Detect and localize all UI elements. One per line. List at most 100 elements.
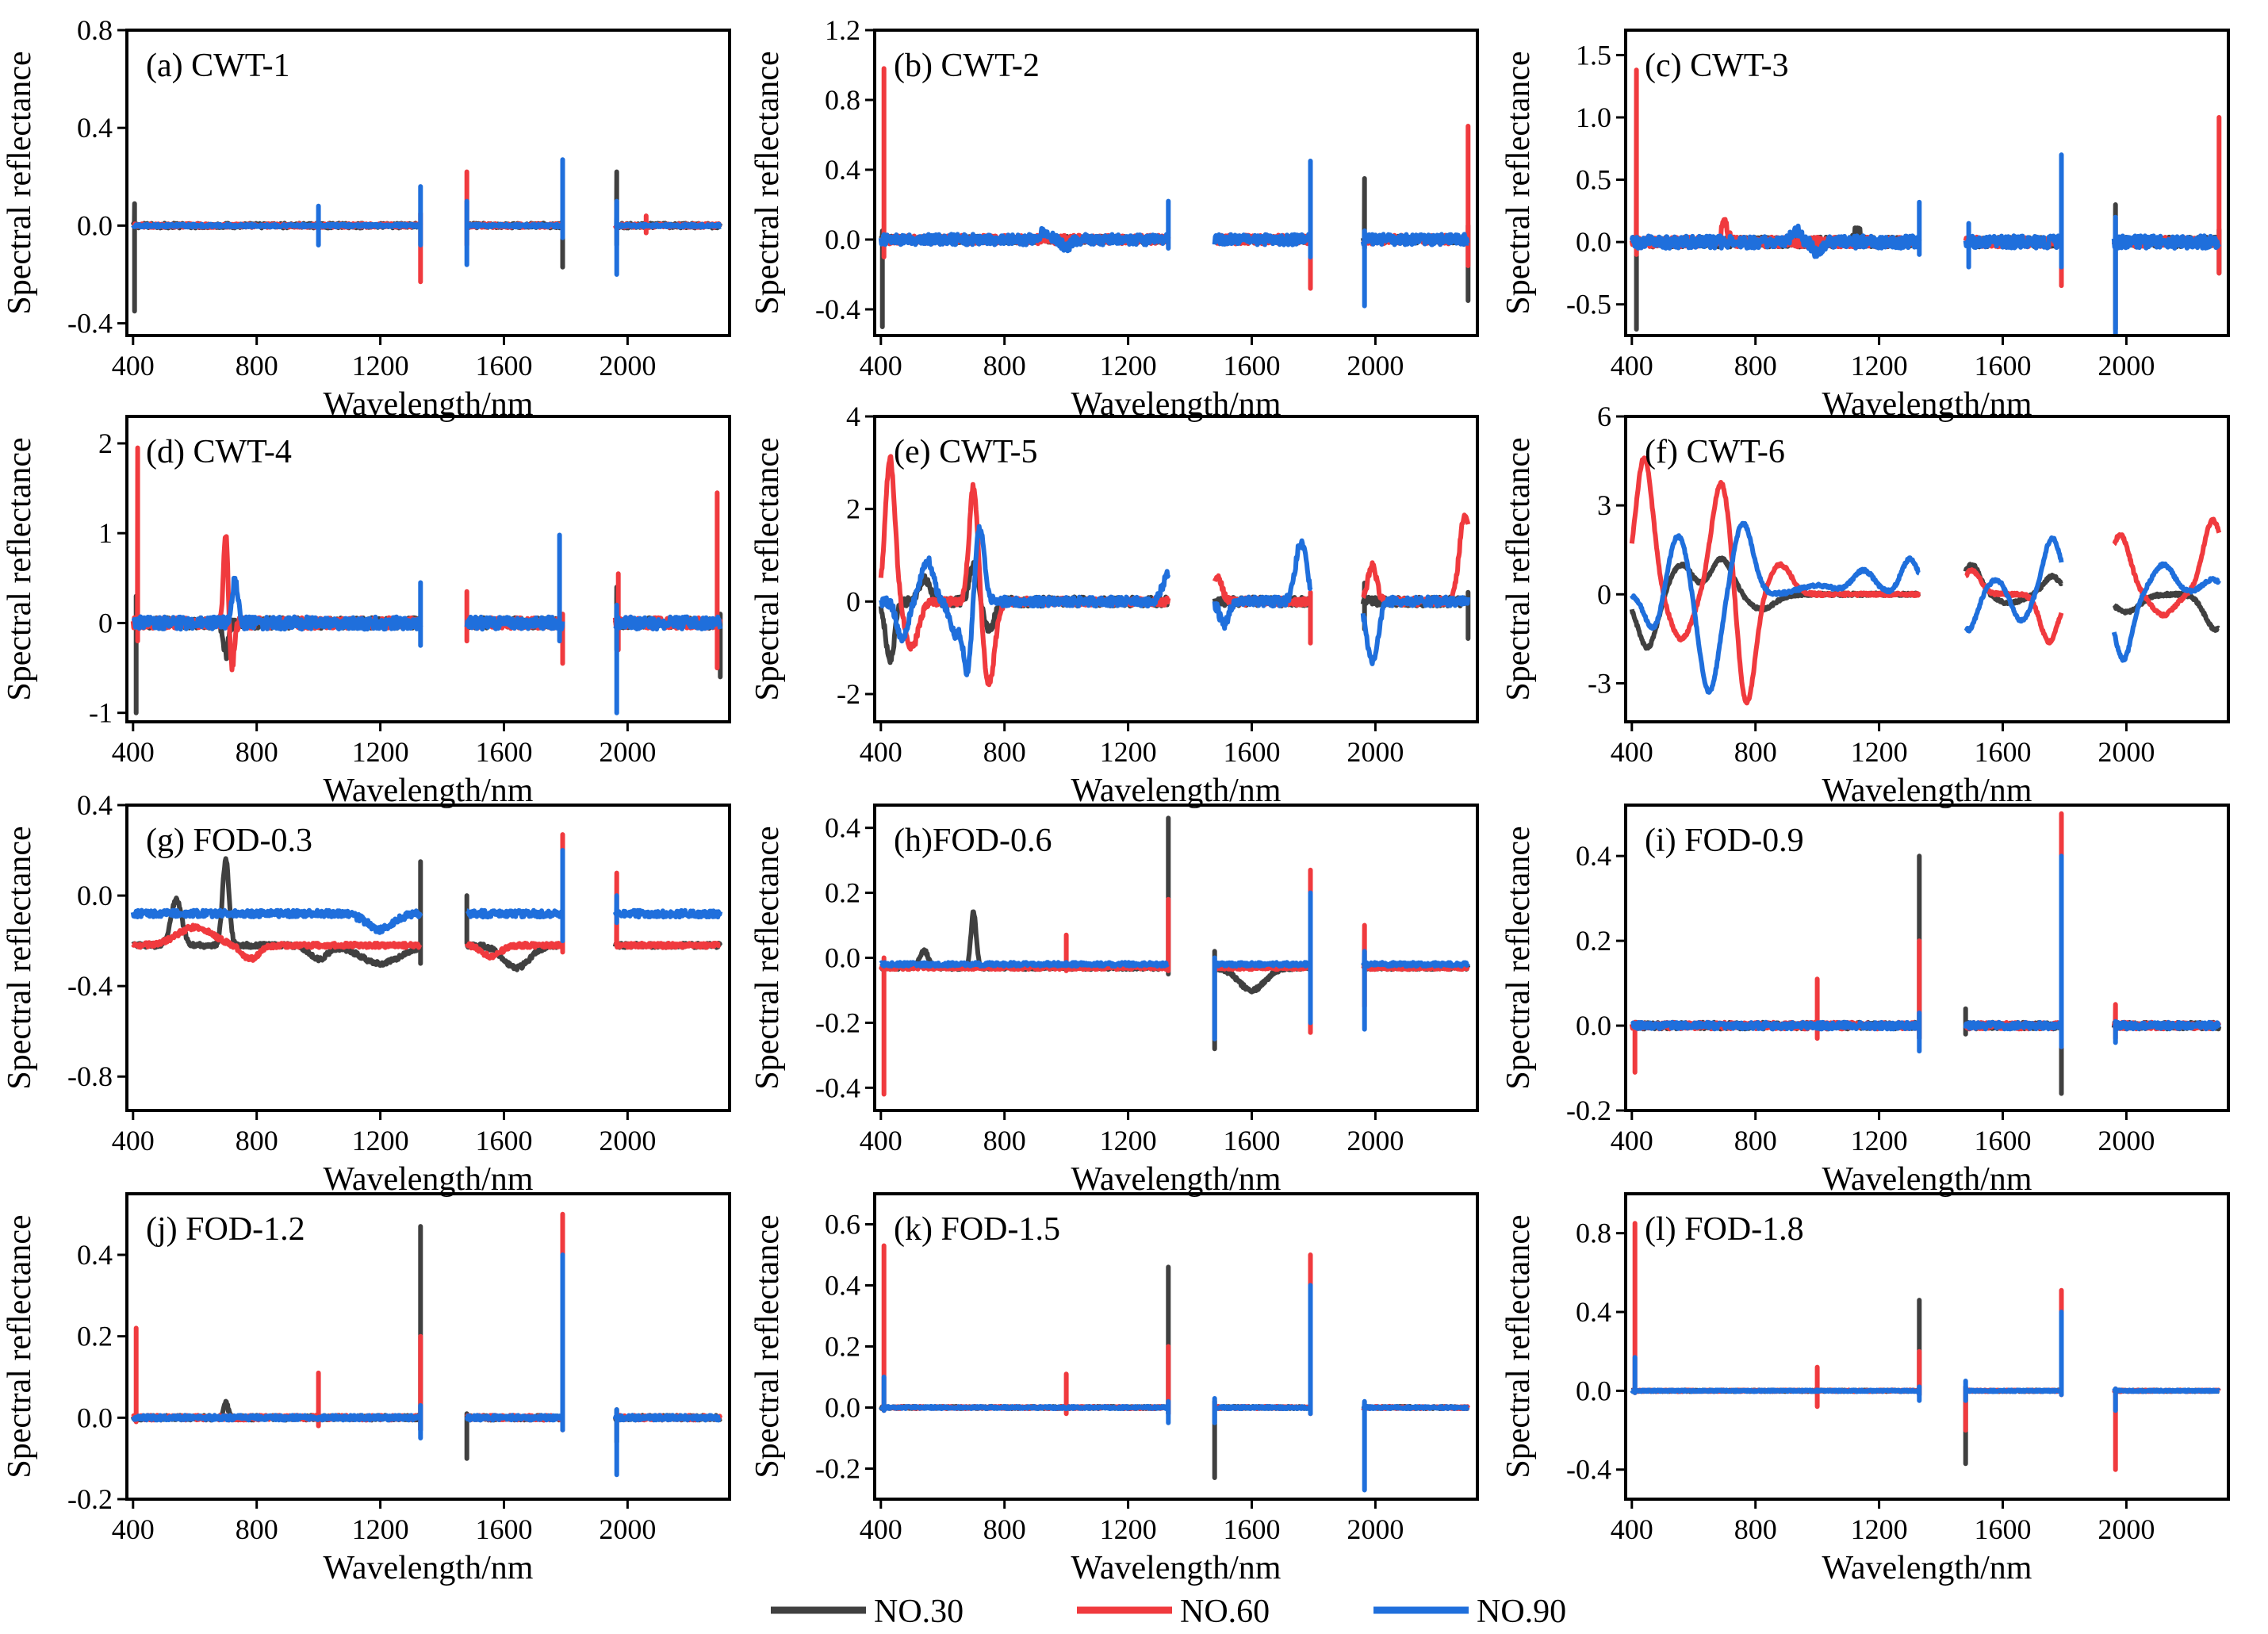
- x-tick-label: 1600: [475, 1513, 532, 1545]
- y-tick-label: 0.0: [1576, 1010, 1611, 1041]
- y-tick-label: 0.0: [77, 209, 113, 241]
- y-tick-label: 0.2: [77, 1321, 113, 1352]
- y-tick-label: 0.0: [1576, 226, 1611, 258]
- panels: 400 800 1200 1600 2000 -0.4 0.0 0.4 0.8 (a) CWT-1…: [2, 14, 2230, 1586]
- x-axis-label: Wavelength/nm: [324, 1161, 534, 1198]
- y-tick-label: 2: [98, 428, 113, 459]
- legend-item-no30: NO.30: [771, 1594, 964, 1630]
- series-line-no90: [131, 1252, 722, 1478]
- y-tick-label: -2: [837, 678, 860, 710]
- plot-area: [879, 1243, 1470, 1493]
- plot-frame: [1624, 1192, 2230, 1501]
- x-tick-label: 800: [983, 1125, 1026, 1156]
- legend-item-no90: NO.90: [1373, 1594, 1566, 1630]
- series-line-no60: [1630, 1221, 2221, 1472]
- y-tick-label: 1: [98, 517, 113, 549]
- x-tick-label: 1200: [1100, 1125, 1157, 1156]
- x-tick-label: 400: [1611, 350, 1653, 382]
- y-tick-label: 0.4: [77, 1239, 113, 1271]
- panel-1: 400 800 1200 1600 2000 -0.4 0.0 0.4 0.8 1.2 (b) CW…: [749, 14, 1479, 423]
- panel-title: (k) FOD-1.5: [894, 1211, 1060, 1248]
- y-tick-label: 0.4: [825, 812, 860, 844]
- plot-area: [130, 445, 723, 715]
- x-tick-label: 400: [860, 1513, 902, 1545]
- y-tick-label: 0.4: [1576, 840, 1611, 872]
- series-line-no90: [879, 890, 1470, 1041]
- series-line-no60: [878, 66, 1471, 291]
- y-tick-label: 0.2: [825, 1331, 860, 1363]
- x-tick-label: 2000: [2098, 1513, 2155, 1545]
- y-axis-label: Spectral reflectance: [1500, 826, 1537, 1089]
- series-line-no30: [130, 1224, 722, 1461]
- x-tick-label: 2000: [1347, 1125, 1404, 1156]
- panel-7: 400 800 1200 1600 2000 -0.4 -0.2 0.0 0.2 0.4 (h)FO…: [749, 804, 1479, 1198]
- x-tick-label: 400: [860, 736, 902, 768]
- x-axis-label: Wavelength/nm: [324, 1550, 534, 1586]
- x-tick-label: 800: [236, 350, 278, 382]
- y-tick-label: 0.8: [77, 14, 113, 46]
- y-axis-label: Spectral reflectance: [1500, 51, 1537, 314]
- y-tick-label: 0.5: [1576, 164, 1611, 196]
- x-tick-label: 800: [236, 1125, 278, 1156]
- y-tick-label: 0.4: [825, 1270, 860, 1302]
- x-axis-label: Wavelength/nm: [1071, 773, 1281, 809]
- series-line-no60: [879, 1243, 1470, 1417]
- panel-title: (a) CWT-1: [146, 48, 290, 84]
- x-tick-label: 2000: [1347, 1513, 1404, 1545]
- y-tick-label: 2: [846, 493, 860, 525]
- series-line-no90: [1630, 1310, 2221, 1413]
- plot-area: [878, 454, 1471, 688]
- y-tick-label: -0.4: [815, 293, 860, 325]
- plot-frame: [125, 1192, 731, 1501]
- plot-frame: [1624, 29, 2230, 337]
- series-line-no60: [879, 867, 1470, 1097]
- plot-area: [1629, 455, 2222, 706]
- x-tick-label: 800: [1734, 1125, 1777, 1156]
- x-axis-label: Wavelength/nm: [1822, 773, 2032, 809]
- panel-4: 400 800 1200 1600 2000 -2 0 2 4 (e) CWT-5 Waveleng…: [749, 401, 1479, 809]
- panel-9: 400 800 1200 1600 2000 -0.2 0.0 0.2 0.4 (j) FOD-1…: [2, 1192, 731, 1586]
- series-line-no90: [1630, 520, 2221, 695]
- y-tick-label: 0.2: [825, 877, 860, 909]
- x-tick-label: 800: [1734, 736, 1777, 768]
- legend-label: NO.90: [1477, 1594, 1566, 1630]
- x-axis-label: Wavelength/nm: [1071, 1550, 1281, 1586]
- series-line-no60: [1629, 455, 2222, 706]
- x-tick-label: 2000: [599, 1513, 656, 1545]
- legend: NO.30 NO.60 NO.90: [771, 1594, 1566, 1630]
- x-tick-label: 1600: [1974, 350, 2031, 382]
- y-tick-label: 1.0: [1576, 102, 1611, 133]
- x-tick-label: 400: [112, 1513, 155, 1545]
- series-line-no90: [1629, 152, 2221, 336]
- x-tick-label: 800: [983, 736, 1026, 768]
- x-tick-label: 800: [236, 736, 278, 768]
- panel-title: (l) FOD-1.8: [1645, 1211, 1804, 1248]
- panel-6: 400 800 1200 1600 2000 -0.8 -0.4 0.0 0.4 (g) FOD-…: [2, 789, 731, 1198]
- plot-frame: [1624, 415, 2230, 723]
- plot-area: [130, 1211, 723, 1478]
- x-tick-label: 1200: [1851, 736, 1908, 768]
- plot-frame: [873, 29, 1479, 337]
- y-tick-label: 0.0: [77, 880, 113, 911]
- legend-label: NO.60: [1180, 1594, 1270, 1630]
- plot-area: [878, 66, 1471, 329]
- y-axis-label: Spectral reflectance: [2, 1214, 38, 1478]
- x-tick-label: 400: [1611, 736, 1653, 768]
- y-tick-label: 1.2: [825, 14, 860, 46]
- series-line-no60: [1629, 67, 2222, 289]
- y-tick-label: 4: [846, 401, 860, 432]
- y-tick-label: 0.8: [1576, 1218, 1611, 1249]
- series-line-no60: [131, 832, 722, 963]
- x-tick-label: 400: [1611, 1513, 1653, 1545]
- panel-11: 400 800 1200 1600 2000 -0.4 0.0 0.4 0.8 (l) FOD-1…: [1500, 1192, 2230, 1586]
- panel-title: (c) CWT-3: [1645, 48, 1789, 84]
- panel-8: 400 800 1200 1600 2000 -0.2 0.0 0.2 0.4 (i) FOD-0…: [1500, 804, 2230, 1198]
- x-tick-label: 1600: [1223, 1513, 1280, 1545]
- y-tick-label: 0.0: [1576, 1375, 1611, 1406]
- panel-title: (d) CWT-4: [146, 434, 292, 470]
- x-axis-label: Wavelength/nm: [1822, 1161, 2032, 1198]
- series-line-no30: [130, 169, 723, 314]
- series-line-no30: [1629, 853, 2222, 1096]
- plot-frame: [873, 415, 1479, 723]
